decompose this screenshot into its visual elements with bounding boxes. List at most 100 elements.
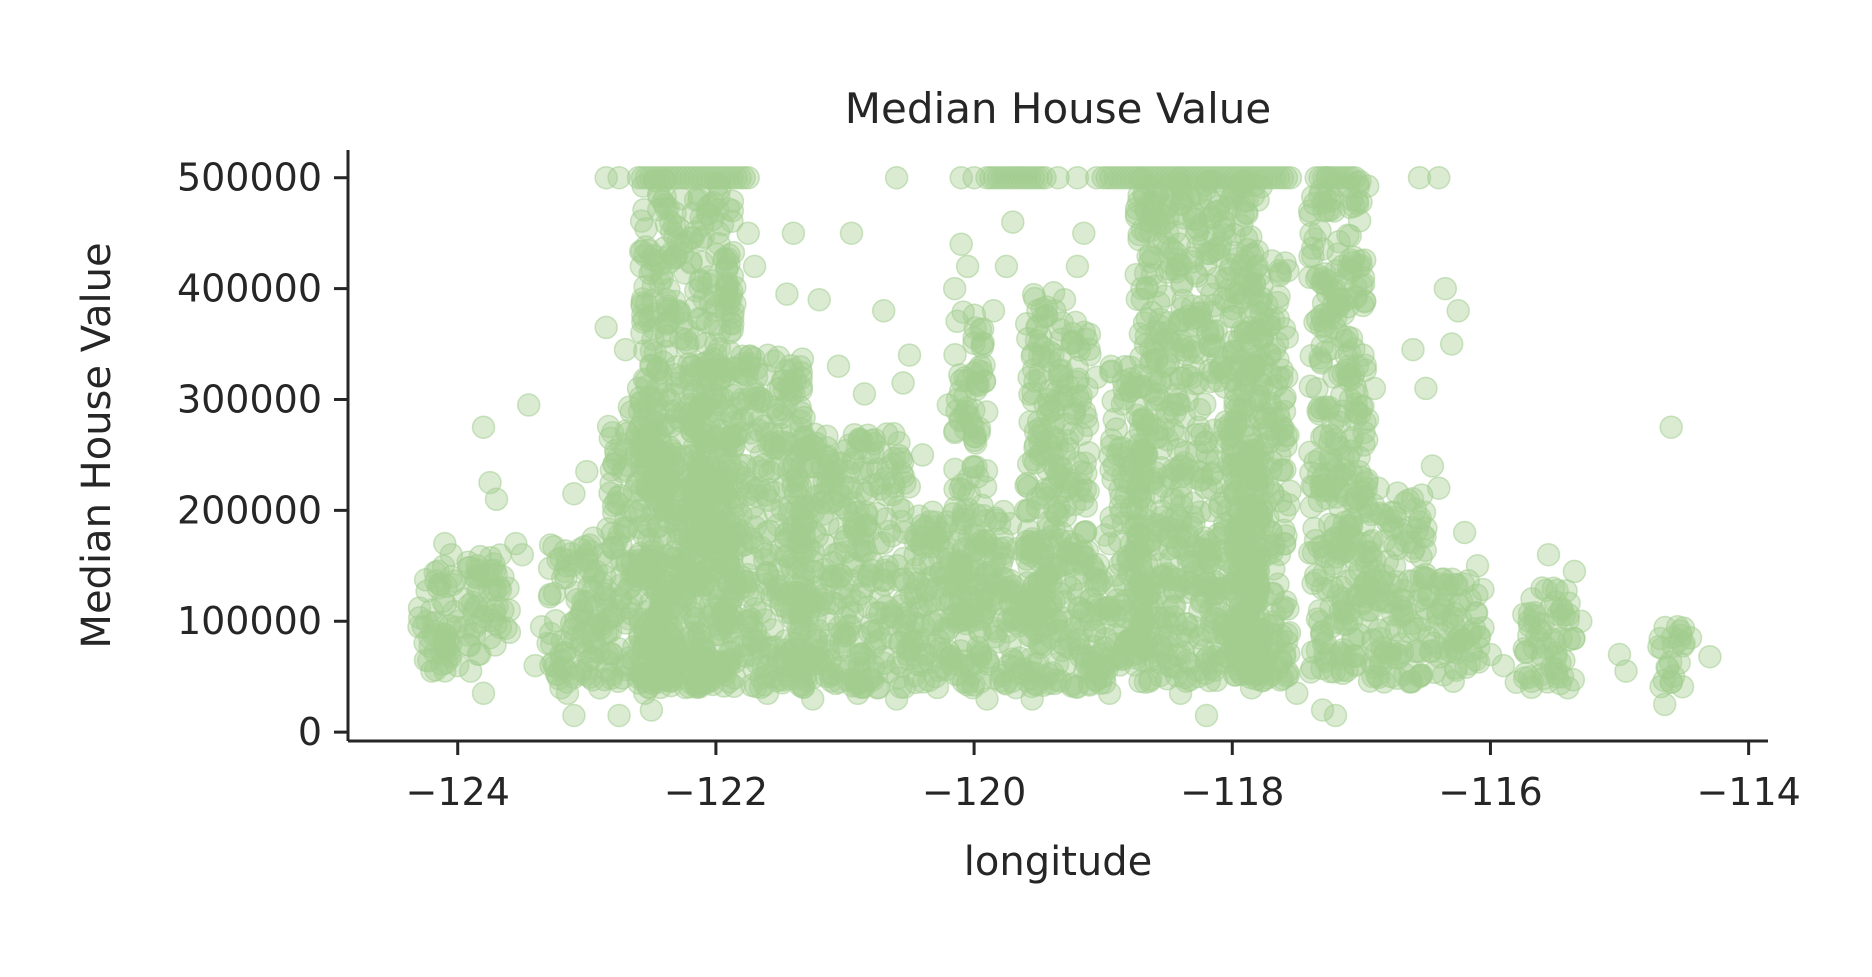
data-point [1310,624,1334,648]
data-point [733,453,757,478]
data-point [949,232,973,256]
data-point [699,500,724,524]
data-point [572,534,597,559]
data-point [1189,460,1214,485]
data-point [1385,646,1410,670]
data-point [1065,370,1089,394]
data-point [510,542,535,567]
data-point [1197,668,1222,693]
data-point [426,559,450,584]
data-point [628,541,652,566]
data-point [1084,165,1109,190]
data-point [1274,629,1299,654]
data-point [1259,520,1283,545]
data-point [1358,598,1383,622]
data-point [413,648,438,672]
data-point [542,581,567,606]
data-point [1267,542,1292,567]
data-point [891,371,915,395]
data-point [1556,676,1580,700]
data-point [1143,387,1167,412]
data-point [707,551,732,575]
data-point [1101,467,1125,492]
data-point [701,269,725,293]
data-point [788,395,812,419]
data-point [755,681,780,706]
data-point [1181,354,1206,378]
data-point [1148,650,1172,675]
data-point [523,653,547,678]
data-point [1144,537,1169,562]
data-point [1130,276,1154,301]
data-point [465,554,489,578]
data-point [433,637,457,661]
data-point [708,622,733,647]
data-point [1569,609,1593,633]
data-point [1441,669,1466,694]
data-point [1175,388,1200,413]
data-point [494,616,518,640]
data-point [628,444,652,469]
data-point [478,545,503,570]
data-point [1194,648,1218,673]
x-tick-label: −122 [664,770,768,814]
data-point [681,414,706,439]
data-point [1223,358,1247,382]
data-point [641,274,666,298]
data-point [516,393,541,417]
data-point [1224,409,1248,434]
data-point [1226,609,1251,633]
data-point [1446,299,1470,323]
y-tick-label: 0 [298,710,322,754]
x-tick-label: −116 [1438,770,1542,814]
data-point [1276,493,1301,517]
data-point [1274,424,1298,448]
data-point [1065,254,1090,279]
data-point [1273,251,1297,275]
data-point [1097,681,1122,706]
data-point [458,659,483,683]
data-point [1659,415,1683,439]
data-point [1072,221,1096,245]
data-point [923,664,948,689]
data-point [691,454,715,478]
data-point [1091,653,1115,678]
data-point [1314,649,1338,674]
data-point [1343,165,1367,190]
data-point [652,498,677,523]
data-point [445,609,470,633]
data-point [757,519,782,543]
data-point [739,607,764,632]
data-point [742,254,767,279]
data-point [973,531,998,556]
data-point [789,366,813,390]
data-point [864,501,889,526]
data-point [813,444,837,469]
data-point [658,210,683,234]
data-point [1207,243,1232,268]
data-point [496,576,520,600]
data-point [1324,545,1349,569]
data-point [903,543,927,567]
data-point [536,631,560,656]
data-point [951,478,976,502]
data-point [975,687,999,711]
data-point [1175,620,1199,645]
data-point [1246,188,1270,212]
y-tick-label: 200000 [177,488,322,532]
data-point [1318,305,1342,330]
data-point [1459,620,1483,645]
data-point [1345,192,1370,216]
data-point [844,517,868,542]
data-point [970,332,995,356]
data-point [1362,376,1387,401]
data-point [1614,659,1638,683]
data-point [1194,703,1219,728]
data-point [1160,366,1185,391]
data-point [1162,339,1186,364]
data-point [1168,681,1193,706]
x-tick-label: −114 [1696,770,1800,814]
data-point [705,436,729,460]
data-point [994,254,1019,279]
data-point [869,477,893,501]
